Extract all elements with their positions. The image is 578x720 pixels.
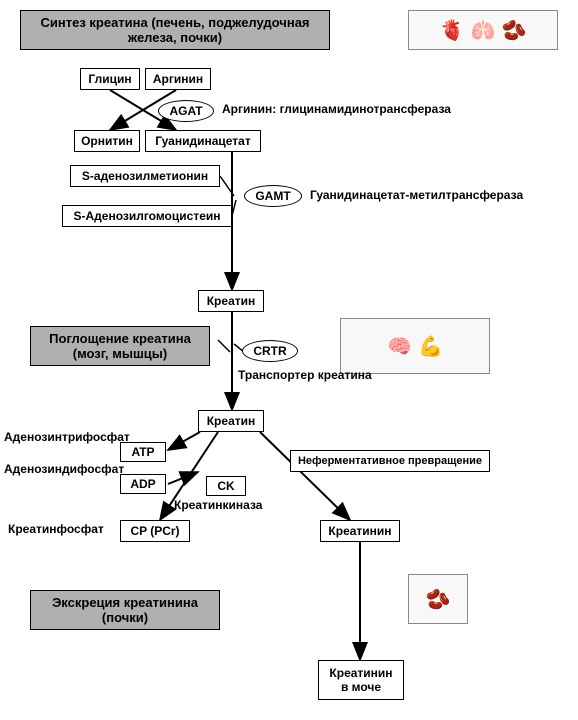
diagram-label: Креатинкиназа [174,498,262,512]
stage-box: Поглощение креатина (мозг, мышцы) [30,326,210,366]
organ-image: 🧠💪 [340,318,490,374]
organ-icon: 💪 [418,334,443,359]
organ-icon: 🫘 [501,18,526,43]
compound-box: Креатин [198,290,264,312]
diagram-label: Креатинфосфат [8,522,104,536]
stage-box: Синтез креатина (печень, поджелудочная ж… [20,10,330,50]
organ-icon: 🫀 [440,18,465,43]
compound-box: Аргинин [145,68,211,90]
compound-box: ATP [120,442,166,462]
compound-box: CK [206,476,246,496]
organ-icon: 🫘 [426,587,451,612]
diagram-label: Аргинин: глицинамидинотрансфераза [222,102,451,116]
enzyme-oval: AGAT [158,100,214,122]
organ-image: 🫘 [408,574,468,624]
diagram-label: Гуанидинацетат-метилтрансфераза [310,188,523,202]
compound-box: Неферментативное превращение [290,450,490,472]
organ-icon: 🧠 [387,334,412,359]
diagram-label: Аденозинтрифосфат [4,430,130,444]
enzyme-oval: GAMT [244,185,302,207]
stage-box: Экскреция креатинина (почки) [30,590,220,630]
compound-box: Гуанидинацетат [145,130,261,152]
compound-box: Креатинин [320,520,400,542]
compound-box: CP (PCr) [120,520,190,542]
compound-box: S-Аденозилгомоцистеин [62,205,232,227]
compound-box: Глицин [80,68,140,90]
compound-box: S-аденозилметионин [70,165,220,187]
diagram-label: Аденозиндифосфат [4,462,124,476]
organ-image: 🫀🫁🫘 [408,10,558,50]
organ-icon: 🫁 [471,18,496,43]
compound-box: ADP [120,474,166,494]
enzyme-oval: CRTR [242,340,298,362]
compound-box: Креатин [198,410,264,432]
compound-box: Креатинин в моче [318,660,404,700]
compound-box: Орнитин [74,130,140,152]
diagram-label: Транспортер креатина [238,368,372,382]
